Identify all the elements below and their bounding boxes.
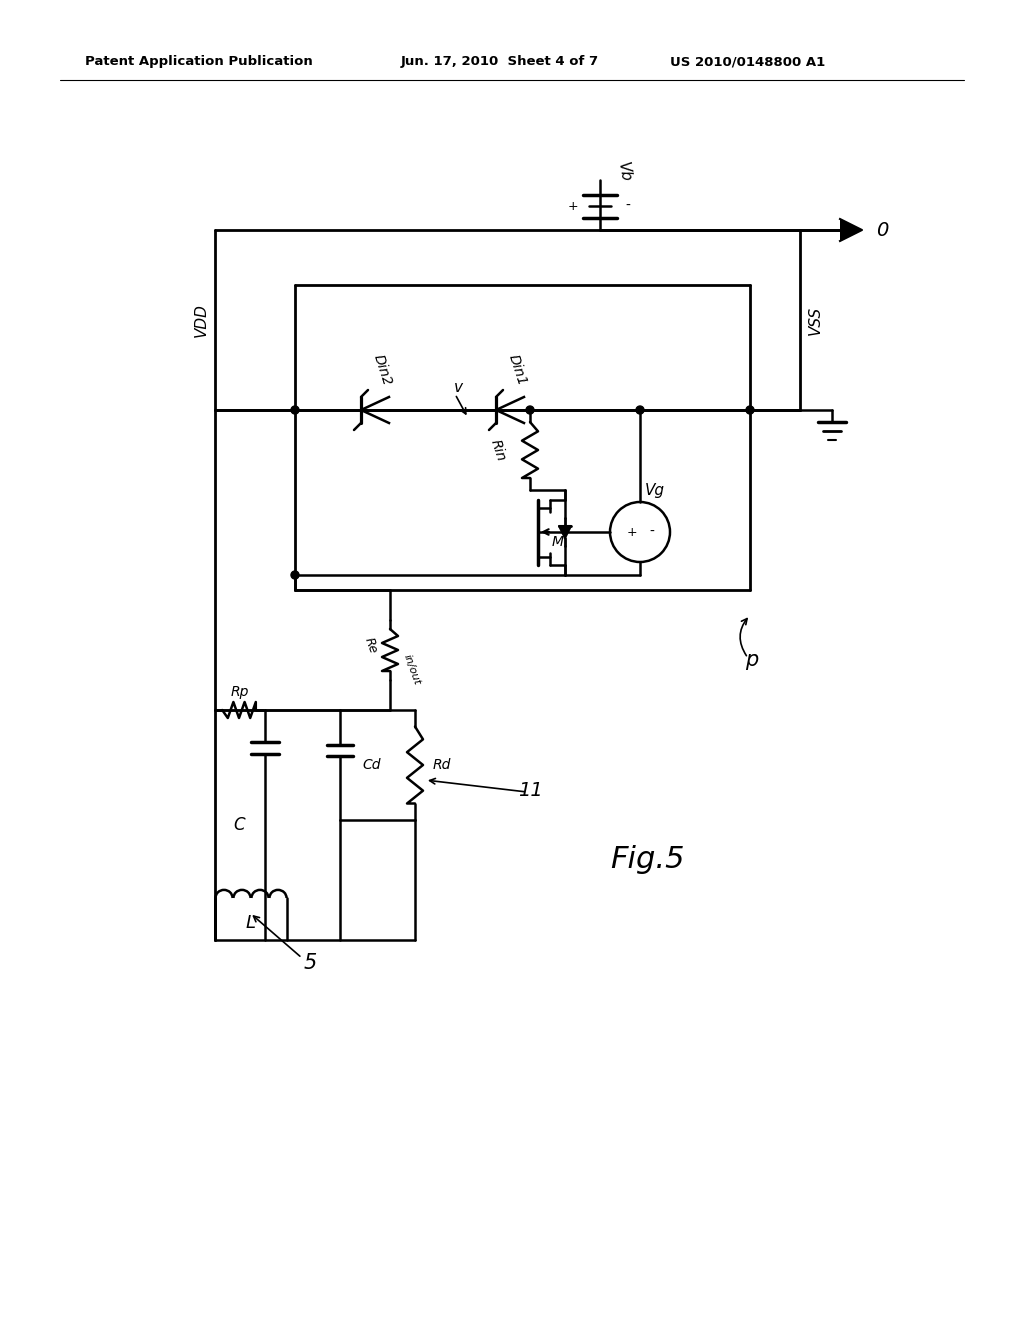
Text: +: + bbox=[627, 525, 637, 539]
Polygon shape bbox=[559, 525, 571, 539]
Text: Re: Re bbox=[362, 635, 380, 655]
Text: 5: 5 bbox=[303, 953, 316, 973]
Text: Din1: Din1 bbox=[506, 352, 529, 388]
Text: Rd: Rd bbox=[433, 758, 452, 772]
Text: Rin: Rin bbox=[487, 437, 508, 463]
Text: US 2010/0148800 A1: US 2010/0148800 A1 bbox=[670, 55, 825, 69]
Text: +: + bbox=[567, 199, 579, 213]
Text: 0: 0 bbox=[876, 220, 888, 239]
Text: Rp: Rp bbox=[230, 685, 249, 700]
Text: Cd: Cd bbox=[362, 758, 381, 772]
Text: v: v bbox=[454, 380, 463, 396]
Text: Din2: Din2 bbox=[371, 352, 394, 388]
Text: M: M bbox=[552, 535, 564, 549]
Text: -: - bbox=[649, 525, 654, 539]
Text: Vb: Vb bbox=[615, 161, 633, 183]
Text: in/out: in/out bbox=[402, 653, 422, 686]
Circle shape bbox=[636, 407, 644, 414]
Circle shape bbox=[526, 407, 534, 414]
Text: -: - bbox=[626, 199, 631, 213]
Text: 11: 11 bbox=[517, 780, 543, 800]
Text: Vg: Vg bbox=[645, 483, 665, 498]
Text: L: L bbox=[246, 913, 256, 932]
Text: Patent Application Publication: Patent Application Publication bbox=[85, 55, 312, 69]
Circle shape bbox=[746, 407, 754, 414]
Text: VDD: VDD bbox=[194, 304, 209, 337]
Text: VSS: VSS bbox=[808, 305, 822, 334]
Text: p: p bbox=[745, 649, 758, 671]
Text: Jun. 17, 2010  Sheet 4 of 7: Jun. 17, 2010 Sheet 4 of 7 bbox=[401, 55, 599, 69]
Circle shape bbox=[291, 407, 299, 414]
Text: C: C bbox=[233, 816, 245, 834]
Polygon shape bbox=[840, 219, 862, 242]
Circle shape bbox=[291, 572, 299, 579]
Text: Fig.5: Fig.5 bbox=[610, 846, 684, 874]
